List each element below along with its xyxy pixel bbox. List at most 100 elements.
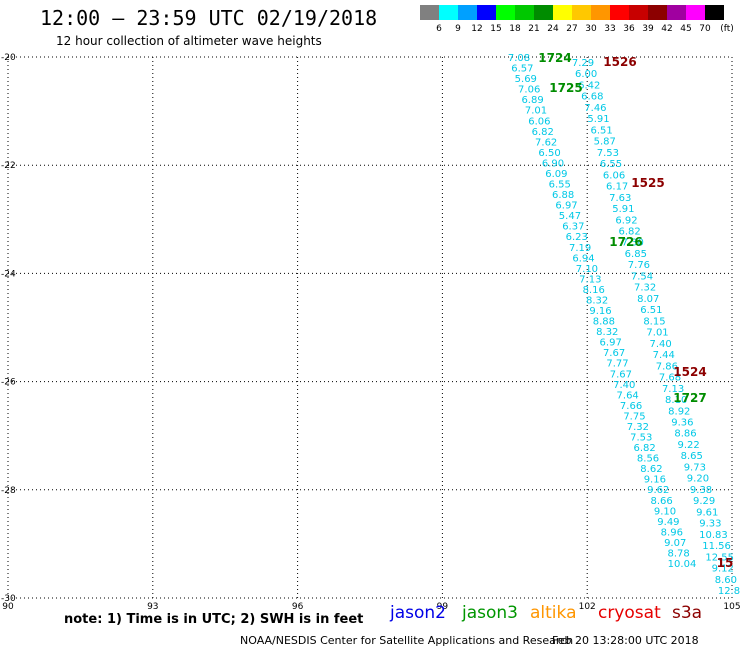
- track-b-value: 6.17: [606, 182, 628, 193]
- note-text: note: 1) Time is in UTC; 2) SWH is in fe…: [64, 612, 364, 627]
- legend-label: 15: [490, 24, 502, 34]
- track-a-value: 6.82: [532, 127, 554, 138]
- track-a-value: 7.66: [620, 401, 642, 412]
- legend-swatch: [439, 5, 458, 20]
- legend-label: 18: [509, 24, 521, 34]
- legend-label: 33: [604, 24, 616, 34]
- legend-swatch: [705, 5, 724, 20]
- track-a-value: 6.57: [511, 64, 533, 75]
- track-a-value: 6.97: [600, 338, 622, 349]
- track-a-value: 7.13: [579, 274, 601, 285]
- latitude-label: -30: [1, 594, 16, 604]
- track-a-value: 5.69: [515, 74, 537, 85]
- track-b-value: 8.15: [643, 316, 665, 327]
- track-a-value: 8.56: [637, 454, 659, 465]
- track-b-value: 9.38: [690, 485, 712, 496]
- pass-label: 1526: [603, 55, 636, 69]
- track-b-value: 6.85: [625, 249, 647, 260]
- timestamp-text: Feb 20 13:28:00 UTC 2018: [552, 634, 699, 647]
- pass-label: 15: [717, 556, 734, 570]
- track-b-value: 6.51: [640, 305, 662, 316]
- track-a-value: 7.77: [606, 359, 628, 370]
- satellite-jason3: jason3: [462, 603, 518, 623]
- legend-label: 39: [642, 24, 654, 34]
- track-a-value: 8.96: [661, 527, 683, 538]
- longitude-label: 105: [723, 602, 740, 612]
- pass-label: 1726: [609, 235, 642, 249]
- track-a-value: 9.62: [647, 485, 669, 496]
- track-a-value: 7.53: [630, 433, 652, 444]
- latitude-label: -24: [1, 269, 16, 279]
- track-a-value: 6.90: [542, 158, 564, 169]
- pass-label: 1524: [673, 365, 706, 379]
- track-a-value: 7.19: [569, 243, 591, 254]
- wave-height-tracks: 7.086.575.697.066.897.016.066.827.626.50…: [508, 53, 740, 597]
- track-b-value: 9.36: [671, 417, 693, 428]
- track-b-value: 8.92: [668, 406, 690, 417]
- track-a-value: 9.49: [657, 517, 679, 528]
- latitude-label: -28: [1, 486, 16, 496]
- track-a-value: 6.23: [566, 232, 588, 243]
- track-a-value: 6.88: [552, 190, 574, 201]
- legend-swatch: [553, 5, 572, 20]
- legend-label: 27: [566, 24, 578, 34]
- legend-swatch: [515, 5, 534, 20]
- track-a-value: 7.06: [518, 85, 540, 96]
- track-b-value: 9.20: [687, 474, 709, 485]
- satellite-s3a: s3a: [672, 603, 703, 623]
- legend-unit: (ft): [720, 24, 734, 34]
- track-a-value: 7.64: [617, 390, 639, 401]
- legend-swatch: [420, 5, 439, 20]
- track-b-value: 9.29: [693, 496, 715, 507]
- track-a-value: 8.16: [583, 285, 605, 296]
- track-a-value: 6.55: [549, 180, 571, 191]
- track-b-value: 6.55: [600, 159, 622, 170]
- track-b-value: 6.68: [581, 92, 603, 103]
- track-a-value: 6.50: [538, 148, 560, 159]
- track-b-value: 7.86: [656, 361, 678, 372]
- track-b-value: 6.51: [591, 125, 613, 136]
- track-b-value: 8.65: [681, 451, 703, 462]
- track-a-value: 7.75: [623, 411, 645, 422]
- track-b-value: 7.40: [650, 339, 672, 350]
- track-b-value: 7.46: [584, 103, 606, 114]
- track-b-value: 5.91: [612, 204, 634, 215]
- legend-swatch: [477, 5, 496, 20]
- legend-swatch: [686, 5, 705, 20]
- pass-label: 1727: [673, 391, 706, 405]
- track-b-value: 7.29: [572, 58, 594, 69]
- track-b-value: 8.07: [637, 294, 659, 305]
- track-a-value: 6.89: [521, 95, 543, 106]
- credit-text: NOAA/NESDIS Center for Satellite Applica…: [240, 634, 574, 647]
- legend-label: 6: [436, 24, 442, 34]
- track-a-value: 7.08: [508, 53, 530, 64]
- track-a-value: 8.78: [667, 548, 689, 559]
- map-subtitle: 12 hour collection of altimeter wave hei…: [56, 34, 322, 48]
- legend-swatch: [648, 5, 667, 20]
- track-a-value: 8.66: [650, 496, 672, 507]
- grid-lines: [8, 57, 732, 598]
- longitude-label: 90: [2, 602, 14, 612]
- track-b-value: 7.13: [662, 384, 684, 395]
- longitude-label: 96: [292, 602, 304, 612]
- track-b-value: 8.86: [674, 429, 696, 440]
- legend-swatch: [496, 5, 515, 20]
- track-a-value: 6.09: [545, 169, 567, 180]
- track-b-value: 9.12: [712, 564, 734, 575]
- track-b-value: 7.53: [597, 148, 619, 159]
- track-b-value: 8.60: [715, 575, 737, 586]
- legend-swatch: [572, 5, 591, 20]
- track-a-value: 6.97: [555, 201, 577, 212]
- track-a-value: 7.10: [576, 264, 598, 275]
- legend-label: 12: [471, 24, 483, 34]
- legend-swatch: [591, 5, 610, 20]
- legend-swatch: [610, 5, 629, 20]
- track-b-value: 7.32: [634, 283, 656, 294]
- pass-label: 1725: [549, 81, 582, 95]
- legend-label: 36: [623, 24, 635, 34]
- legend-label: 21: [528, 24, 540, 34]
- track-a-value: 8.62: [640, 464, 662, 475]
- latitude-label: -22: [1, 161, 16, 171]
- latitude-label: -26: [1, 378, 16, 388]
- track-a-value: 7.67: [610, 369, 632, 380]
